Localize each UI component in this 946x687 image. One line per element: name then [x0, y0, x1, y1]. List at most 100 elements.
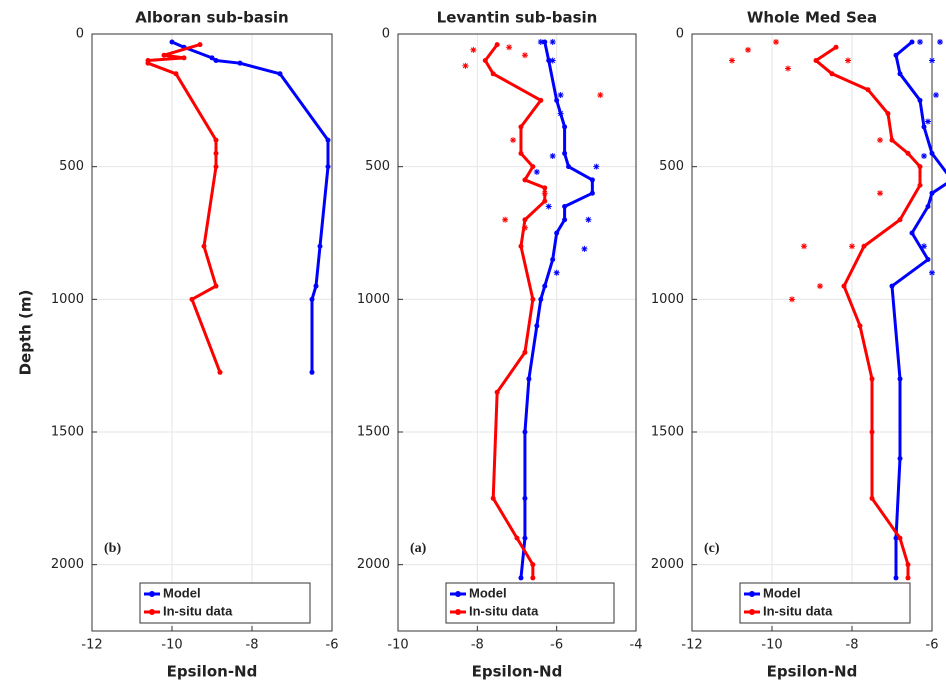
star-point	[585, 216, 592, 223]
legend-label: Model	[163, 585, 201, 600]
series-marker	[514, 535, 520, 541]
y-tick-label: 2000	[357, 557, 390, 572]
series-marker	[893, 52, 899, 58]
legend-box	[445, 582, 615, 624]
panel: -12 -10 -8 -6 0 500 1000 1500 2000 Alboran sub-ba…	[17, 9, 339, 681]
panel-label: (c)	[704, 541, 720, 556]
series-marker	[325, 137, 331, 143]
series-marker	[562, 217, 568, 223]
series-marker	[526, 376, 532, 382]
series-marker	[829, 71, 835, 77]
series-marker	[309, 369, 315, 375]
legend-marker	[749, 609, 755, 615]
y-tick-label: 500	[365, 159, 390, 174]
x-tick-label: -12	[81, 638, 102, 653]
series-marker	[522, 349, 528, 355]
series-marker	[181, 55, 187, 61]
x-tick-label: -6	[550, 638, 563, 653]
series-marker	[566, 164, 572, 170]
series-marker	[917, 97, 923, 103]
series-marker	[145, 60, 151, 66]
series-marker	[861, 243, 867, 249]
star-point	[545, 203, 552, 210]
legend-label: Model	[469, 585, 507, 600]
series-marker	[589, 190, 595, 196]
panel: -12 -10 -8 -6 0 500 1000 1500 2000 Whole Med Sea E…	[651, 9, 946, 681]
series-marker	[562, 203, 568, 209]
y-tick-label: 1500	[651, 425, 684, 440]
series-marker	[213, 58, 219, 64]
series-marker	[865, 87, 871, 93]
x-axis-label: Epsilon-Nd	[167, 663, 258, 681]
series-marker	[550, 257, 556, 263]
star-point	[877, 137, 883, 144]
y-tick-label: 0	[76, 27, 84, 42]
series-marker	[841, 283, 847, 289]
chart-title: Whole Med Sea	[747, 9, 877, 27]
panel-label: (a)	[410, 541, 427, 556]
y-tick-label: 1500	[357, 425, 390, 440]
series-marker	[490, 71, 496, 77]
x-tick-label: -6	[326, 638, 339, 653]
series-marker	[213, 283, 219, 289]
series-marker	[925, 203, 931, 209]
series-marker	[869, 429, 875, 435]
star-point	[506, 44, 513, 51]
star-point	[537, 38, 544, 45]
series-marker	[518, 150, 524, 156]
star-point	[921, 153, 927, 160]
series-marker	[562, 124, 568, 130]
x-tick-label: -8	[471, 638, 484, 653]
series-marker	[237, 60, 243, 66]
series-marker	[189, 296, 195, 302]
legend-marker	[749, 591, 755, 597]
panel-label: (b)	[104, 541, 121, 556]
series-marker	[869, 495, 875, 501]
series-marker	[909, 39, 915, 45]
y-tick-label: 1000	[357, 292, 390, 307]
panel: -10 -8 -6 -4 0 500 1000 1500 2000 Levantin sub-ba…	[357, 9, 643, 681]
plot-area	[398, 34, 636, 631]
series-marker	[813, 58, 819, 64]
series-marker	[530, 575, 536, 581]
series-marker	[893, 535, 899, 541]
series-marker	[522, 495, 528, 501]
series-marker	[925, 257, 931, 263]
star-point	[597, 92, 604, 99]
series-marker	[538, 296, 544, 302]
x-tick-label: -8	[246, 638, 259, 653]
star-point	[925, 118, 931, 125]
series-marker	[542, 39, 548, 45]
series-marker	[518, 575, 524, 581]
x-tick-label: -10	[387, 638, 408, 653]
series-marker	[538, 97, 544, 103]
series-marker	[217, 369, 223, 375]
series-marker	[905, 150, 911, 156]
x-tick-label: -10	[761, 638, 782, 653]
y-axis-label: Depth (m)	[17, 290, 35, 376]
star-point	[470, 46, 477, 53]
star-point	[785, 65, 791, 72]
x-tick-label: -10	[161, 638, 182, 653]
series-marker	[869, 376, 875, 382]
series-marker	[929, 150, 935, 156]
series-marker	[917, 182, 923, 188]
series-marker	[857, 323, 863, 329]
x-axis-label: Epsilon-Nd	[767, 663, 858, 681]
star-point	[773, 38, 779, 45]
series-marker	[490, 495, 496, 501]
star-point	[877, 190, 883, 197]
series-marker	[909, 230, 915, 236]
series-marker	[494, 389, 500, 395]
star-point	[933, 92, 939, 99]
plot-area	[92, 34, 332, 631]
x-tick-label: -4	[630, 638, 643, 653]
series-marker	[313, 283, 319, 289]
y-tick-label: 1500	[51, 425, 84, 440]
series-marker	[546, 58, 552, 64]
star-point	[502, 216, 509, 223]
series-marker	[522, 535, 528, 541]
series-marker	[317, 243, 323, 249]
legend-label: In-situ data	[469, 603, 539, 618]
x-tick-label: -8	[846, 638, 859, 653]
